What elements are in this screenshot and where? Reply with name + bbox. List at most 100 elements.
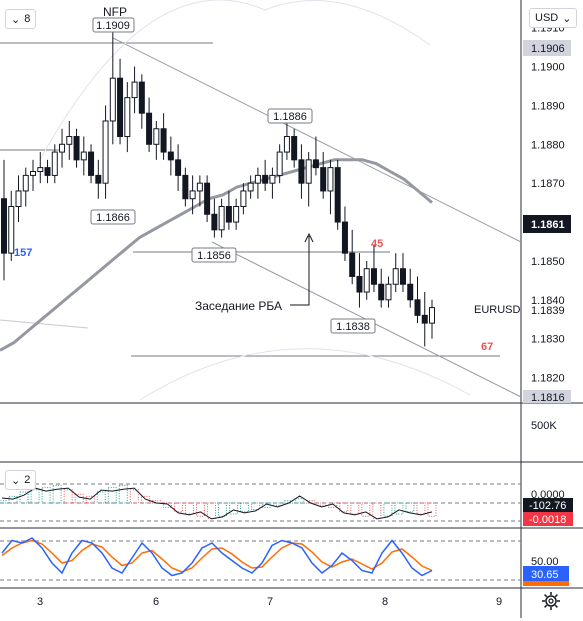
indicator-2-blue-badge <box>523 566 569 581</box>
candle-body <box>146 112 153 145</box>
candle-body <box>240 190 247 207</box>
candle-body <box>392 268 399 285</box>
indicator-1-red-badge <box>523 512 573 526</box>
candle-body <box>283 136 290 153</box>
candle-body <box>109 77 116 122</box>
price-tick: 1.1890 <box>531 100 565 112</box>
candle-body <box>414 299 421 316</box>
candle-body <box>298 159 305 184</box>
candle-body <box>189 190 196 200</box>
candle-body <box>254 174 261 184</box>
price-tick: 1.1870 <box>531 178 565 190</box>
candle-body <box>80 151 87 161</box>
nfp-label: NFP <box>103 5 127 19</box>
indicator-2-layer <box>0 537 521 581</box>
label-box-1838 <box>330 318 376 334</box>
candle-body <box>95 174 102 184</box>
candle-body <box>276 151 283 176</box>
candle-body <box>218 206 225 231</box>
candle-body <box>167 151 174 161</box>
symbol-label: EURUSD <box>474 304 521 316</box>
rba-arrow-line <box>290 236 310 306</box>
collapse-panes-button[interactable]: ⌄ 8 <box>5 9 37 29</box>
price-tick: 1.1880 <box>531 139 565 151</box>
collapse-count: 8 <box>24 13 31 25</box>
candle-body <box>153 128 160 145</box>
price-tick: 1.1840 <box>531 295 565 307</box>
label-box-1856 <box>191 247 237 263</box>
oscillator-bar <box>19 491 29 504</box>
price-label-1909: 1.1909 <box>96 20 130 32</box>
stochastic-k-line <box>1 537 433 577</box>
oscillator-bar <box>140 495 150 504</box>
badge-top-value: 1.1906 <box>531 43 565 55</box>
oscillator-bar <box>350 502 360 515</box>
settings-button[interactable] <box>540 590 562 612</box>
candle-body <box>30 171 37 176</box>
candle-body <box>262 174 269 184</box>
candle-body <box>334 167 341 223</box>
moving-average-layer <box>0 158 433 352</box>
candle-body <box>211 213 218 231</box>
candle-body <box>349 252 356 277</box>
candle-body <box>117 77 124 138</box>
trend-line-left[interactable] <box>0 319 89 329</box>
candle-body <box>22 174 29 192</box>
channel-upper-line[interactable] <box>112 37 522 243</box>
candle-body <box>429 307 435 324</box>
candles-layer <box>1 31 435 347</box>
candle-body <box>385 283 392 301</box>
bars-count-67: 67 <box>481 341 493 353</box>
oscillator-bar <box>218 502 228 517</box>
oscillator-bar <box>74 493 84 504</box>
oscillator-bar <box>8 495 18 504</box>
oscillator-line <box>1 487 433 520</box>
badge-current-bg <box>523 215 571 233</box>
price-tick: 1.1900 <box>531 62 565 74</box>
oscillator-bar <box>129 489 139 504</box>
time-tick-7: 7 <box>267 596 273 608</box>
oscillator-bar <box>405 502 415 513</box>
rba-arrow-head <box>304 232 314 243</box>
currency-label: USD <box>535 12 559 24</box>
oscillator-bar <box>394 502 404 515</box>
indicator-1-layer <box>0 483 521 522</box>
candle-body <box>51 151 58 176</box>
price-label-1856: 1.1856 <box>197 250 231 262</box>
candle-body <box>247 182 254 192</box>
label-box-1886 <box>267 108 313 124</box>
oscillator-bar <box>229 502 239 515</box>
oscillator-bar <box>63 489 73 504</box>
arc-bottom <box>139 348 471 401</box>
candle-body <box>269 174 276 184</box>
candle-body <box>175 159 182 176</box>
candle-body <box>233 206 240 223</box>
candle-body <box>225 206 232 223</box>
candle-body <box>8 206 15 254</box>
candle-body <box>320 167 327 192</box>
candle-body <box>312 159 319 169</box>
candle-body <box>124 97 131 138</box>
price-tick: 1.1850 <box>531 256 565 268</box>
time-tick-3: 3 <box>37 596 43 608</box>
time-axis[interactable]: 3 6 7 8 9 <box>37 596 502 608</box>
candle-body <box>356 275 363 293</box>
candle-body <box>291 136 298 161</box>
candle-body <box>37 167 44 173</box>
indicator-2-tick: 50.00 <box>531 556 559 568</box>
badge-top-bg <box>523 40 571 56</box>
oscillator-bar <box>372 502 382 519</box>
oscillator-bar <box>240 502 250 513</box>
currency-selector[interactable]: USD ⌄ <box>529 8 578 28</box>
candle-body <box>66 136 73 145</box>
label-box-1866 <box>90 209 136 225</box>
chevron-down-icon: ⌄ <box>11 474 21 487</box>
indicator-collapse-button[interactable]: ⌄ 2 <box>5 470 37 490</box>
candle-body <box>44 167 51 176</box>
candle-body <box>15 190 22 207</box>
price-tick: 1.1820 <box>531 373 565 385</box>
chevron-down-icon: ⌄ <box>11 13 21 26</box>
gear-icon <box>542 592 560 610</box>
oscillator-bar <box>96 491 106 504</box>
